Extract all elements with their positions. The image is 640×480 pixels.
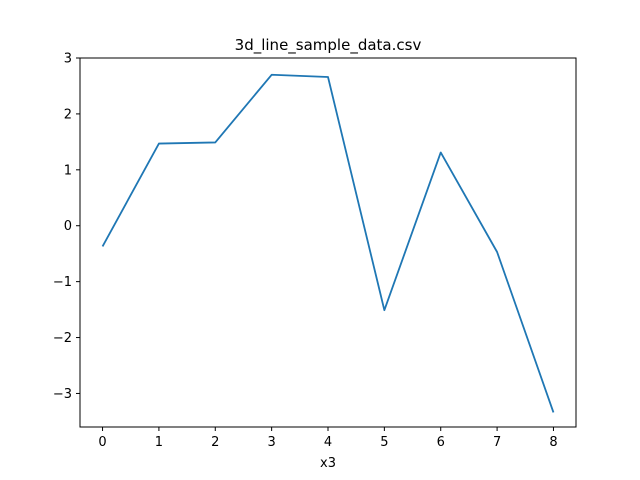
y-tick-label: 0 bbox=[64, 219, 72, 234]
x-tick-label: 5 bbox=[380, 435, 388, 450]
y-tick-label: 2 bbox=[64, 107, 72, 122]
x-tick-label: 1 bbox=[155, 435, 163, 450]
y-tick-label: −3 bbox=[53, 387, 72, 402]
x-tick-label: 6 bbox=[437, 435, 445, 450]
y-tick-label: −1 bbox=[53, 275, 72, 290]
series-layer bbox=[101, 73, 555, 413]
chart-title: 3d_line_sample_data.csv bbox=[235, 36, 422, 55]
x-tick-label: 0 bbox=[98, 435, 106, 450]
x-tick-label: 3 bbox=[267, 435, 275, 450]
x-tick-label: 4 bbox=[324, 435, 332, 450]
x-tick-label: 8 bbox=[549, 435, 557, 450]
x-axis: 0 1 2 3 4 5 6 7 8 bbox=[98, 427, 558, 450]
y-axis: −3 −2 −1 0 1 2 3 bbox=[53, 52, 80, 402]
y-tick-label: 3 bbox=[64, 52, 72, 67]
x-tick-label: 7 bbox=[493, 435, 501, 450]
y-tick-label: −2 bbox=[53, 331, 72, 346]
x-axis-label: x3 bbox=[320, 456, 336, 471]
series-line bbox=[101, 73, 555, 413]
plot-frame bbox=[79, 57, 577, 428]
x-tick-label: 2 bbox=[211, 435, 219, 450]
y-tick-label: 1 bbox=[64, 163, 72, 178]
